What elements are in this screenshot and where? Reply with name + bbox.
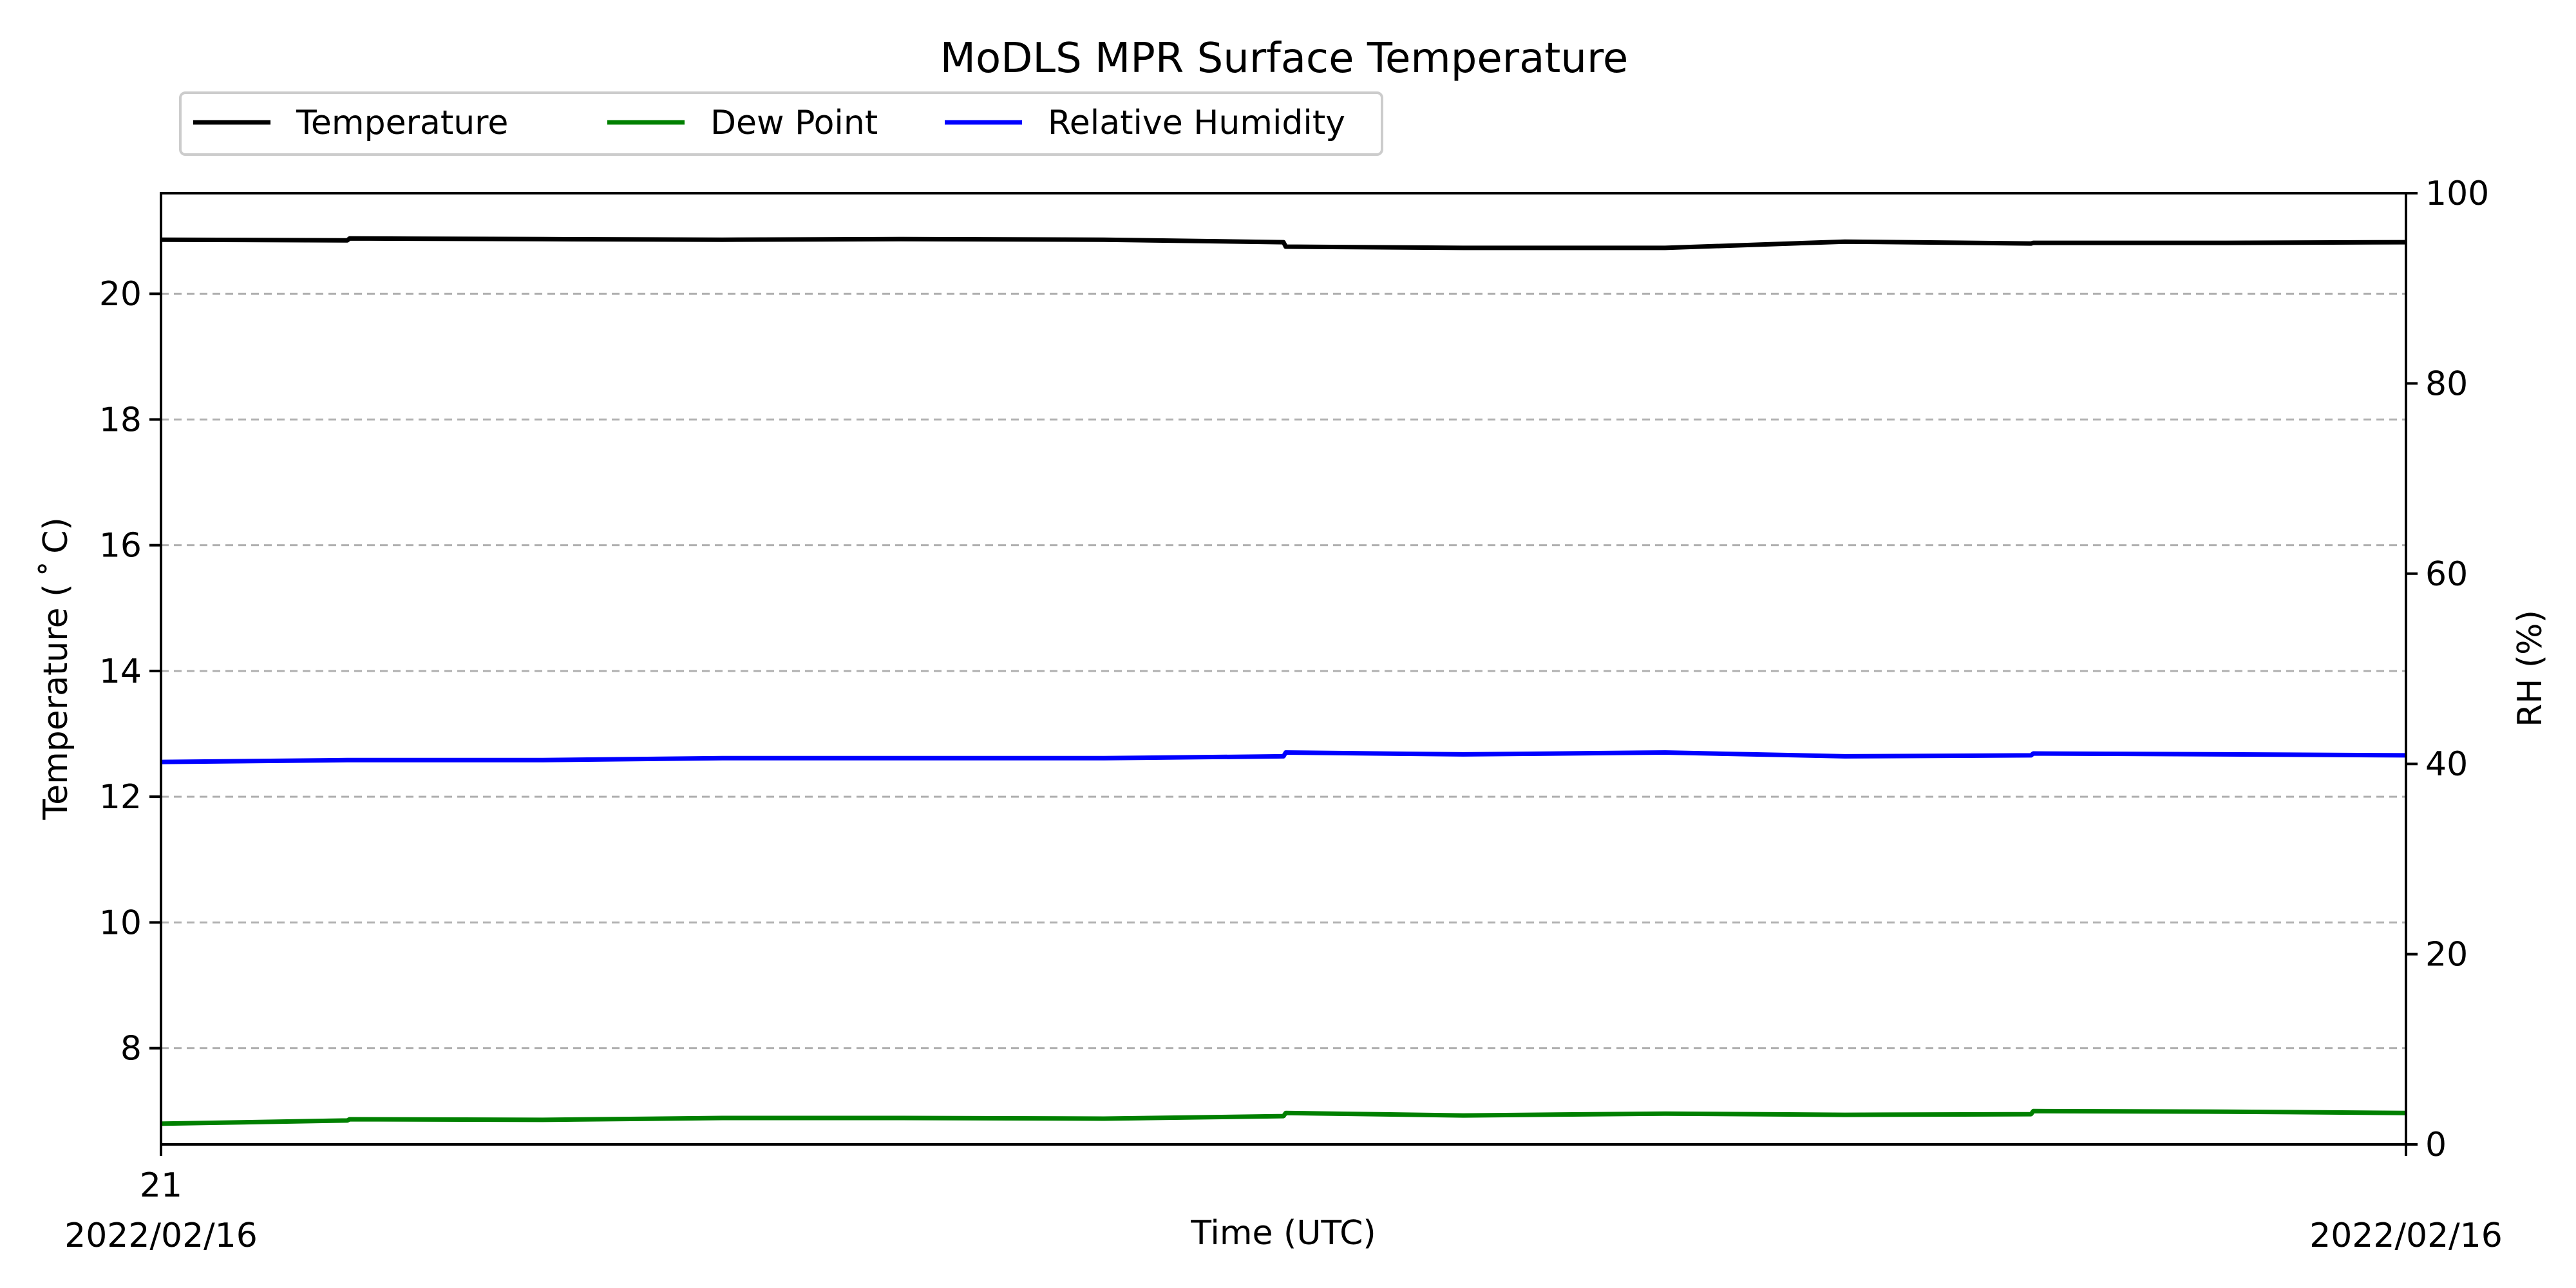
grid-lines (161, 292, 2406, 1050)
y-tick-label: 14 (99, 652, 142, 691)
series-line-dew-point (160, 1108, 2407, 1126)
x-axis: 21 2022/02/16 2022/02/16 (64, 1144, 2503, 1255)
series-line-temperature (160, 236, 2407, 251)
y2-axis-label: RH (%) (2511, 610, 2550, 727)
y-tick-label: 20 (99, 275, 142, 314)
y2-tick-label: 0 (2425, 1126, 2447, 1164)
x-tick-label-date: 2022/02/16 (64, 1217, 258, 1255)
plot-frame (160, 192, 2407, 1146)
y2-tick-label: 40 (2425, 745, 2468, 784)
legend-label-dew-point: Dew Point (710, 104, 878, 142)
chart-title: MoDLS MPR Surface Temperature (940, 35, 1628, 82)
y2-tick-label: 80 (2425, 365, 2468, 403)
legend-label-temperature: Temperature (296, 104, 508, 142)
y-tick-label: 18 (99, 401, 142, 439)
y2-tick-label: 100 (2425, 175, 2489, 213)
series-line-relative-humidity (160, 750, 2407, 764)
right-axis: 0 20 40 60 80 100 (2406, 175, 2489, 1164)
series-lines (160, 236, 2407, 1126)
y-tick-label: 16 (99, 527, 142, 565)
left-axis: 8 10 12 14 16 18 20 (99, 275, 161, 1068)
y2-tick-label: 60 (2425, 555, 2468, 594)
x-tick-label-day: 21 (140, 1166, 182, 1205)
y-tick-label: 8 (120, 1030, 142, 1068)
legend-label-relative-humidity: Relative Humidity (1048, 104, 1345, 142)
y-axis-label: Temperature ( ˚ C) (37, 517, 75, 820)
legend-box (179, 91, 1383, 156)
y-tick-label: 10 (99, 904, 142, 942)
y2-tick-label: 20 (2425, 936, 2468, 974)
x-tick-label-date: 2022/02/16 (2309, 1217, 2503, 1255)
legend: Temperature Dew Point Relative Humidity (179, 91, 1383, 156)
x-axis-label: Time (UTC) (1190, 1214, 1376, 1253)
y-tick-label: 12 (99, 778, 142, 817)
